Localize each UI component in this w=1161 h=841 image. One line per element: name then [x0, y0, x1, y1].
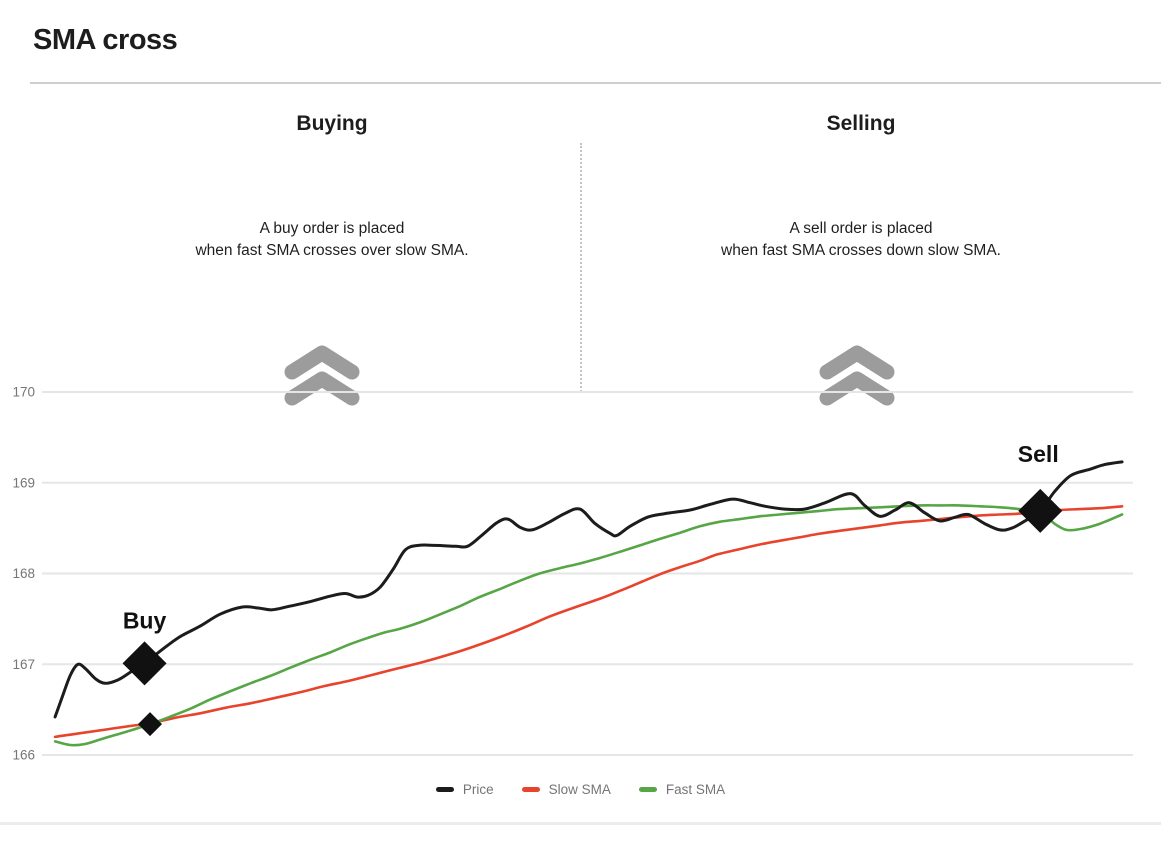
fast-sma-line-swatch — [638, 787, 657, 792]
selling-description-line1: A sell order is placed — [789, 220, 933, 237]
selling-description-line2: when fast SMA crosses down slow SMA. — [721, 242, 1001, 259]
y-axis-tick-169: 169 — [12, 475, 35, 490]
buying-description-line2: when fast SMA crosses over slow SMA. — [195, 242, 469, 259]
buying-description: A buy order is placed when fast SMA cros… — [122, 218, 542, 262]
y-axis-tick-166: 166 — [12, 748, 35, 763]
title-divider — [30, 82, 1161, 84]
bottom-divider — [0, 822, 1161, 825]
section-buying: Buying A buy order is placed when fast S… — [122, 112, 542, 259]
series-line-fast-sma — [53, 504, 1124, 747]
legend-item-slow-sma: Slow SMA — [521, 782, 611, 797]
sell-label: Sell — [1018, 441, 1059, 467]
legend-label-fast-sma: Fast SMA — [665, 782, 726, 797]
page-title: SMA cross — [33, 24, 178, 56]
buying-heading: Buying — [296, 112, 368, 135]
buy-label: Buy — [123, 607, 167, 633]
y-axis-tick-170: 170 — [12, 385, 35, 400]
sell-marker — [1018, 488, 1063, 533]
section-divider-dotted — [580, 143, 582, 392]
legend-label-slow-sma: Slow SMA — [548, 782, 611, 797]
y-axis-tick-168: 168 — [12, 566, 35, 581]
buying-description-line1: A buy order is placed — [259, 220, 405, 237]
section-selling: Selling A sell order is placed when fast… — [651, 112, 1071, 259]
y-axis-tick-167: 167 — [12, 657, 35, 672]
chart-legend: Price Slow SMA Fast SMA — [0, 782, 1161, 797]
legend-item-fast-sma: Fast SMA — [638, 782, 726, 797]
legend-item-price: Price — [435, 782, 494, 797]
selling-heading: Selling — [826, 112, 896, 135]
buy-marker — [122, 641, 167, 686]
legend-label-price: Price — [462, 782, 494, 797]
series-line-price — [53, 460, 1124, 719]
slow-sma-line-swatch — [521, 787, 540, 792]
buy-sma-cross-marker — [138, 712, 163, 737]
price-line-swatch — [435, 787, 454, 792]
series-line-slow-sma — [53, 505, 1124, 739]
selling-description: A sell order is placed when fast SMA cro… — [651, 218, 1071, 262]
